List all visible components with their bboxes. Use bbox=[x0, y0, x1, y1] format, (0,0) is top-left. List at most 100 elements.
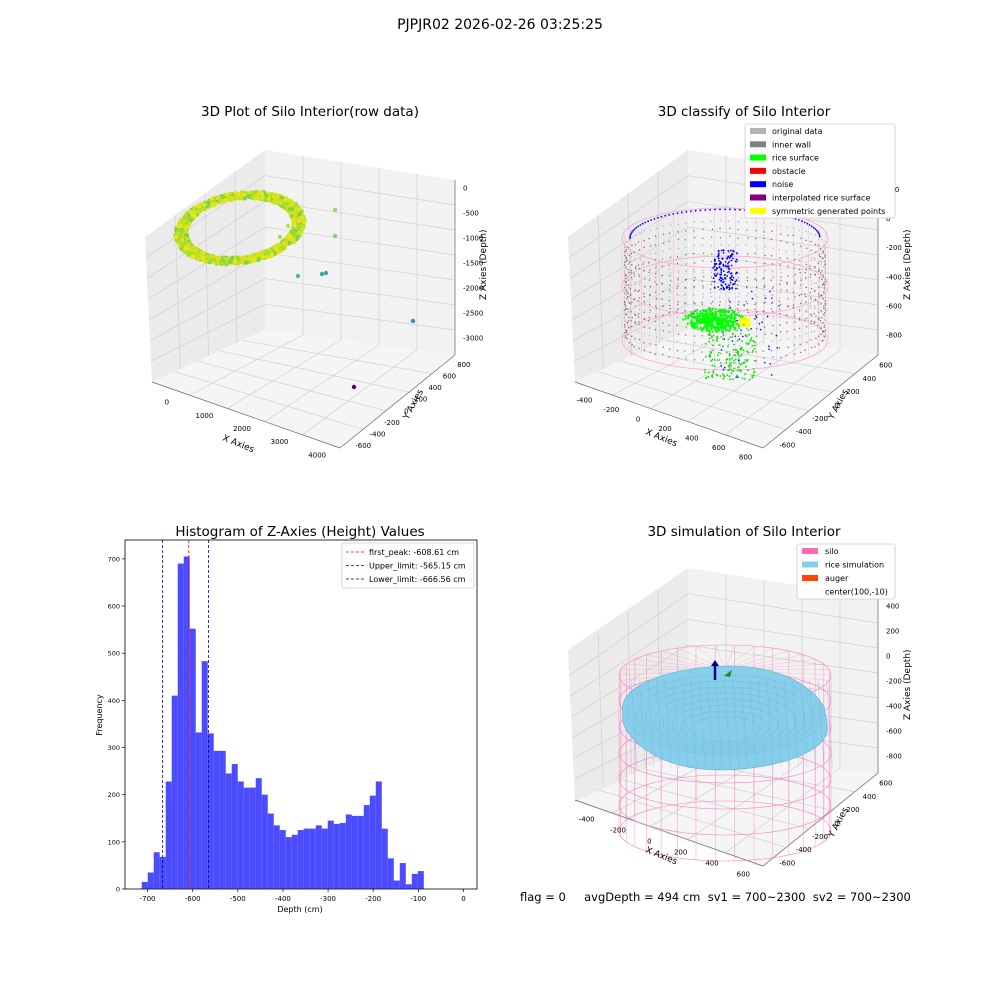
simulation-grid-line bbox=[642, 768, 833, 811]
classify-wall-point bbox=[794, 336, 796, 338]
histogram-bar bbox=[405, 884, 412, 889]
classify-wall-point bbox=[655, 227, 658, 230]
classify-wall-point bbox=[692, 350, 694, 352]
histogram-bar bbox=[345, 814, 352, 889]
classify-wall-point bbox=[793, 267, 795, 270]
classify-wall-point bbox=[648, 261, 650, 263]
simulation-tick-labels: -400-2000200400600-600-400-2000200400600… bbox=[579, 603, 902, 879]
classify-x-tick: -200 bbox=[603, 406, 619, 414]
classify-wall-point bbox=[810, 288, 813, 290]
classify-wall-point bbox=[637, 331, 640, 333]
simulation-y-tick: 200 bbox=[846, 806, 859, 814]
classify-noise-point bbox=[729, 301, 731, 303]
classify-legend-swatch bbox=[750, 167, 766, 174]
classify-wall-point bbox=[729, 291, 731, 294]
classify-rice-point bbox=[728, 362, 731, 365]
classify-z-tick: -800 bbox=[886, 332, 902, 340]
classify-wall-point bbox=[624, 293, 626, 295]
classify-rice-point bbox=[717, 321, 720, 324]
classify-wall-point bbox=[627, 324, 629, 326]
histogram-x-tick-label: -200 bbox=[365, 895, 381, 903]
classify-rice-point bbox=[753, 347, 756, 350]
classify-wall-point bbox=[643, 300, 645, 303]
classify-rice-point bbox=[740, 346, 743, 349]
classify-rice-point bbox=[732, 316, 736, 319]
classify-legend-swatch bbox=[750, 194, 766, 201]
classify-grid-line bbox=[687, 252, 879, 281]
classify-wall-point bbox=[662, 242, 665, 244]
classify-wall-point bbox=[728, 305, 730, 307]
classify-wall-point bbox=[786, 283, 789, 285]
classify-rice-point bbox=[752, 349, 755, 352]
raw-point bbox=[263, 251, 268, 256]
simulation-grid-line bbox=[569, 619, 689, 697]
classify-wall-point bbox=[810, 331, 813, 333]
histogram-bar bbox=[267, 813, 274, 889]
classify-rice-point bbox=[728, 368, 731, 371]
classify-wall-point bbox=[639, 232, 641, 234]
raw-x-tick: 4000 bbox=[308, 451, 326, 459]
classify-noise-point bbox=[722, 286, 725, 289]
classify-wall-point bbox=[693, 221, 696, 223]
classify-wall-point bbox=[628, 238, 631, 241]
classify-wall-point bbox=[771, 222, 773, 224]
classify-rice-point bbox=[730, 317, 733, 320]
simulation-z-tick: 200 bbox=[886, 628, 899, 636]
classify-symmetric-point bbox=[739, 321, 742, 324]
raw-grid-line bbox=[264, 303, 456, 331]
classify-wall-point bbox=[703, 252, 705, 254]
rice-mesh-line bbox=[809, 679, 816, 769]
classify-wall-point bbox=[755, 302, 757, 304]
classify-symmetric-point bbox=[743, 316, 746, 320]
classify-wall-point bbox=[654, 259, 656, 261]
classify-wall-point bbox=[809, 296, 812, 298]
classify-wall-point bbox=[824, 279, 827, 281]
classify-wall-point bbox=[693, 301, 695, 304]
raw-outlier-point bbox=[285, 223, 291, 229]
classify-wall-point bbox=[624, 326, 626, 328]
raw-plot-title: 3D Plot of Silo Interior(row data) bbox=[201, 104, 419, 120]
classify-wall-point bbox=[627, 311, 630, 313]
classify-noise-point bbox=[734, 280, 737, 283]
classify-noise-point bbox=[731, 274, 734, 277]
classify-rice-point bbox=[695, 321, 698, 324]
classify-y-tick: -400 bbox=[796, 428, 812, 436]
classify-rice-point bbox=[750, 337, 753, 340]
classify-wall-point bbox=[643, 326, 646, 328]
classify-symmetric-point bbox=[745, 319, 749, 322]
classify-rice-point bbox=[736, 339, 739, 342]
classify-wall-point bbox=[755, 229, 757, 232]
classify-wall-point bbox=[629, 293, 632, 296]
classify-noise-point bbox=[730, 264, 733, 267]
classify-wall-point bbox=[818, 268, 820, 271]
classify-wall-point bbox=[669, 247, 671, 250]
classify-wall-point bbox=[693, 262, 696, 264]
classify-wall-point bbox=[727, 343, 730, 346]
classify-noise-point bbox=[735, 258, 738, 261]
classify-wall-point bbox=[677, 238, 680, 240]
classify-noise-point bbox=[719, 277, 722, 280]
raw-point bbox=[186, 251, 192, 256]
classify-rice-point bbox=[696, 312, 699, 315]
classify-noise-point bbox=[722, 252, 725, 254]
classify-wall-point bbox=[669, 280, 672, 282]
rice-mesh-line bbox=[724, 679, 731, 769]
classify-rice-point bbox=[731, 336, 733, 339]
classify-wall-point bbox=[787, 346, 790, 349]
classify-wall-point bbox=[824, 293, 826, 295]
classify-rice-point bbox=[707, 333, 710, 336]
raw-point bbox=[251, 195, 256, 200]
classify-wall-point bbox=[786, 242, 788, 244]
classify-wall-point bbox=[626, 291, 628, 293]
classify-wall-point bbox=[633, 251, 635, 254]
classify-rice-point bbox=[723, 375, 726, 378]
classify-wall-point bbox=[694, 303, 696, 305]
classify-wall-point bbox=[685, 326, 687, 328]
classify-rice-point bbox=[740, 354, 743, 356]
classify-wall-point bbox=[824, 302, 826, 305]
classify-wall-point bbox=[822, 307, 825, 310]
classify-wall-point bbox=[648, 311, 651, 314]
classify-symmetric-point bbox=[748, 317, 751, 320]
classify-rice-point bbox=[697, 317, 700, 320]
classify-wall-point bbox=[693, 244, 696, 247]
